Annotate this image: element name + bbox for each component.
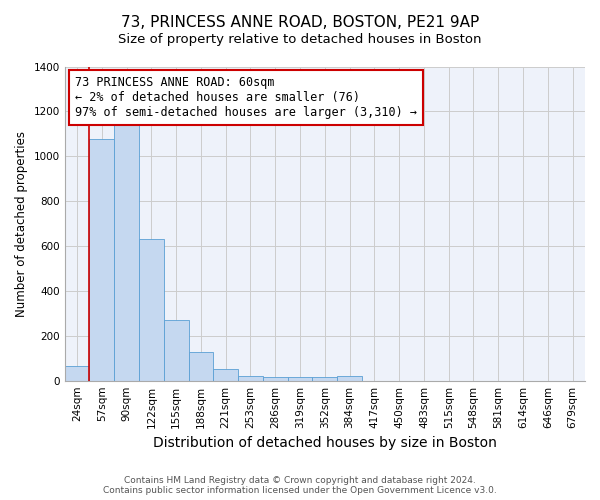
Y-axis label: Number of detached properties: Number of detached properties bbox=[15, 130, 28, 316]
Bar bbox=[65, 366, 89, 380]
X-axis label: Distribution of detached houses by size in Boston: Distribution of detached houses by size … bbox=[153, 436, 497, 450]
Bar bbox=[188, 352, 214, 380]
Bar bbox=[214, 370, 238, 380]
Text: 73 PRINCESS ANNE ROAD: 60sqm
← 2% of detached houses are smaller (76)
97% of sem: 73 PRINCESS ANNE ROAD: 60sqm ← 2% of det… bbox=[75, 76, 417, 119]
Text: Contains HM Land Registry data © Crown copyright and database right 2024.
Contai: Contains HM Land Registry data © Crown c… bbox=[103, 476, 497, 495]
Bar bbox=[114, 122, 139, 380]
Bar bbox=[89, 140, 114, 380]
Text: 73, PRINCESS ANNE ROAD, BOSTON, PE21 9AP: 73, PRINCESS ANNE ROAD, BOSTON, PE21 9AP bbox=[121, 15, 479, 30]
Bar bbox=[238, 376, 263, 380]
Bar bbox=[313, 378, 337, 380]
Bar bbox=[287, 378, 313, 380]
Text: Size of property relative to detached houses in Boston: Size of property relative to detached ho… bbox=[118, 32, 482, 46]
Bar bbox=[263, 378, 287, 380]
Bar bbox=[164, 320, 188, 380]
Bar bbox=[139, 240, 164, 380]
Bar bbox=[337, 376, 362, 380]
